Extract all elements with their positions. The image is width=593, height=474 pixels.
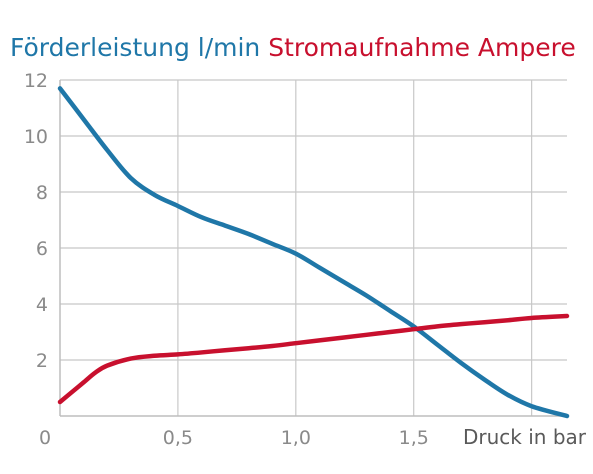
series-line-foerderleistung: [57, 86, 570, 419]
chart-title: Förderleistung l/min Stromaufnahme Amper…: [10, 33, 576, 62]
x-tick-label: 0: [39, 427, 51, 449]
x-tick-label: 0,5: [163, 427, 193, 449]
y-tick-label: 6: [36, 238, 48, 260]
y-tick-label: 8: [36, 182, 48, 204]
title-text: Förderleistung l/min Stromaufnahme Amper…: [10, 33, 576, 62]
x-tick-label: 1,5: [399, 427, 429, 449]
y-tick-label: 2: [36, 350, 48, 372]
y-tick-label: 12: [24, 70, 48, 92]
series-lines: [57, 86, 570, 419]
axes: [59, 80, 567, 417]
grid-lines: [60, 79, 567, 416]
tick-labels: 2 4 6 8 10 12 0 0,5 1,0 1,5: [24, 70, 429, 449]
x-tick-label: 1,0: [281, 427, 311, 449]
title-part-2: Stromaufnahme Ampere: [260, 33, 575, 62]
title-part-1: Förderleistung l/min: [10, 33, 260, 62]
y-tick-label: 10: [24, 126, 48, 148]
y-tick-label: 4: [36, 294, 48, 316]
series-line-stromaufnahme: [57, 313, 570, 405]
x-axis-label: Druck in bar: [463, 425, 587, 449]
